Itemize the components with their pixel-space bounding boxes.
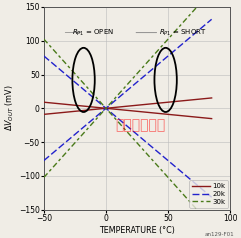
Y-axis label: $\Delta V_{OUT}$ (mV): $\Delta V_{OUT}$ (mV) xyxy=(3,85,16,132)
Text: $R_{P1}$ = SHORT: $R_{P1}$ = SHORT xyxy=(159,28,207,38)
Text: $R_{P1}$ = OPEN: $R_{P1}$ = OPEN xyxy=(73,28,114,38)
Legend: 10k, 20k, 30k: 10k, 20k, 30k xyxy=(189,180,228,208)
Text: 电子工程专辑: 电子工程专辑 xyxy=(116,118,166,132)
X-axis label: TEMPERATURE (°C): TEMPERATURE (°C) xyxy=(99,226,175,234)
Text: an129-F01: an129-F01 xyxy=(204,232,234,237)
